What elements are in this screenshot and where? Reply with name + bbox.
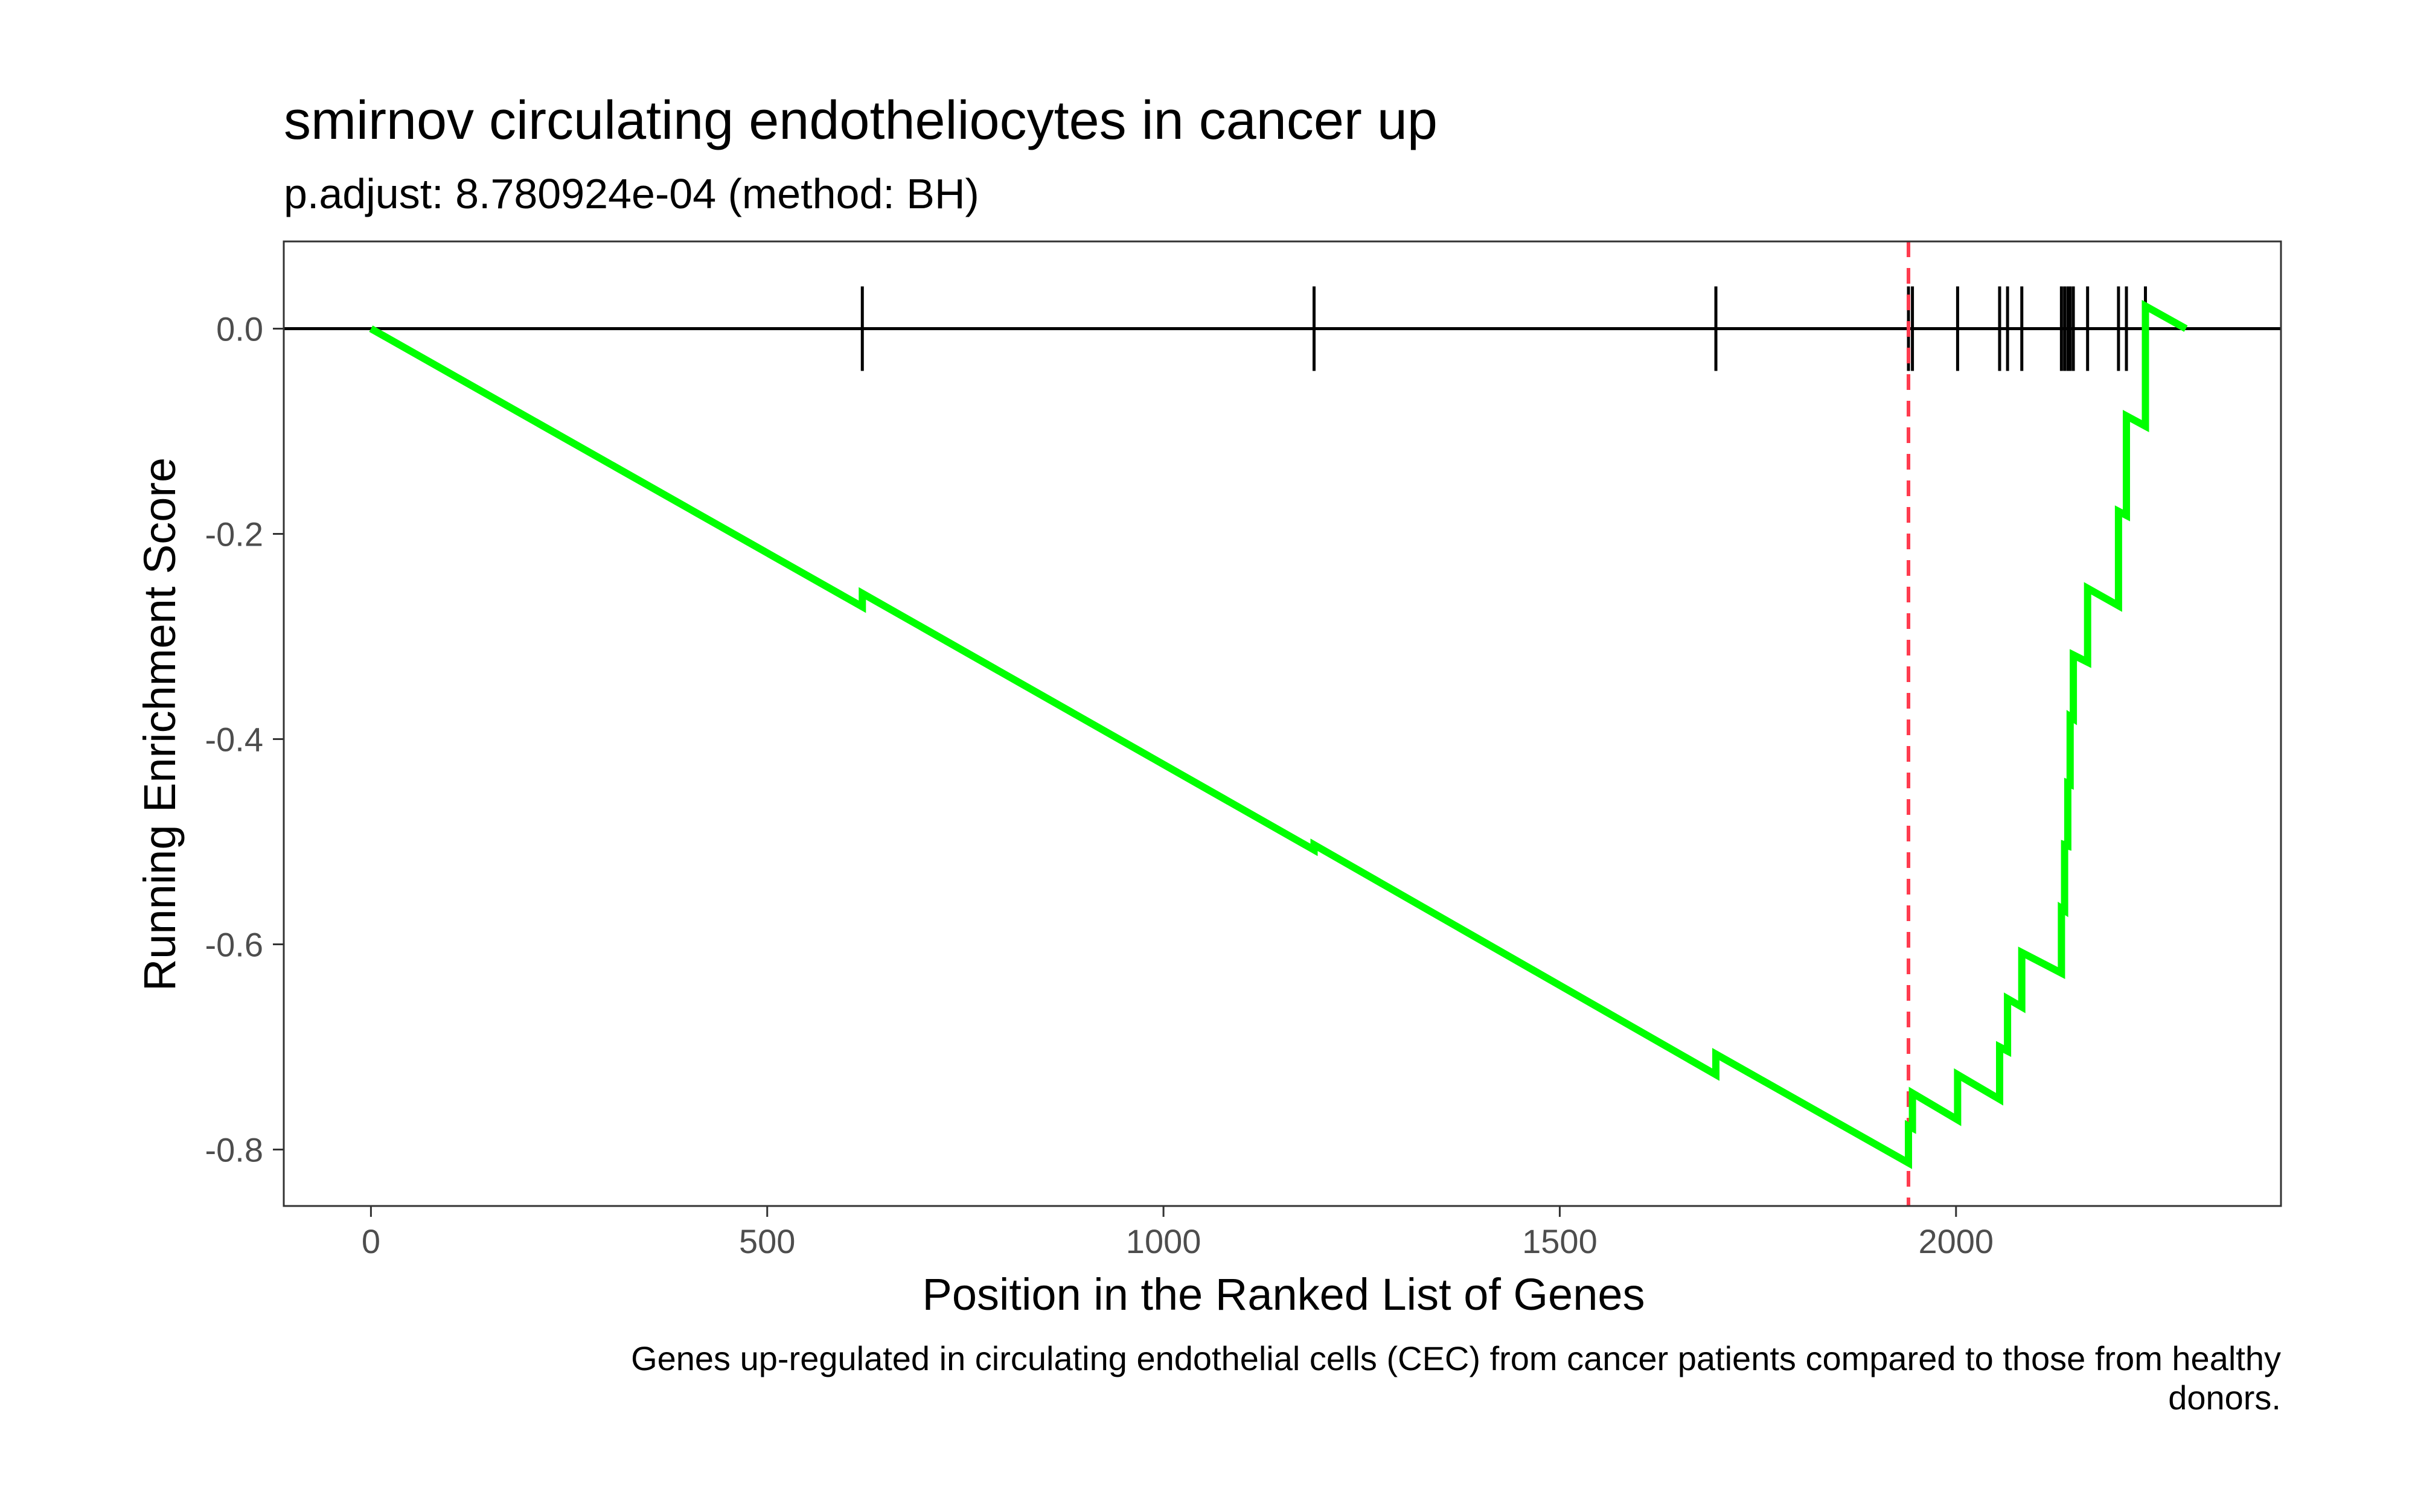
y-axis-title: Running Enrichment Score	[135, 458, 185, 991]
y-tick-label-1: 0.0	[216, 310, 263, 348]
y-tick-label-5: -0.8	[205, 1131, 264, 1169]
y-tick-label-4: -0.6	[205, 926, 264, 964]
x-tick-label-3: 1000	[1126, 1222, 1201, 1260]
panel-background	[284, 241, 2281, 1206]
x-tick-label-1: 0	[362, 1222, 380, 1260]
plot-area: 0 500 1000 1500 2000 0.0 -0.2 -0.4 -0.6 -0.8	[205, 240, 2282, 1260]
chart-subtitle: p.adjust: 8.780924e-04 (method: BH)	[284, 170, 979, 217]
caption-line-1: Genes up-regulated in circulating endoth…	[631, 1339, 2281, 1377]
x-tick-label-4: 1500	[1522, 1222, 1598, 1260]
caption-line-2: donors.	[2168, 1379, 2281, 1417]
y-tick-label-3: -0.4	[205, 721, 264, 759]
chart-title: smirnov circulating endotheliocytes in c…	[284, 91, 1438, 151]
x-axis-title: Position in the Ranked List of Genes	[922, 1269, 1645, 1319]
x-tick-label-5: 2000	[1919, 1222, 1994, 1260]
y-tick-label-2: -0.2	[205, 515, 264, 553]
running-score-line-1	[369, 299, 2188, 1169]
panel-border	[283, 240, 2282, 1207]
x-tick-label-2: 500	[739, 1222, 795, 1260]
